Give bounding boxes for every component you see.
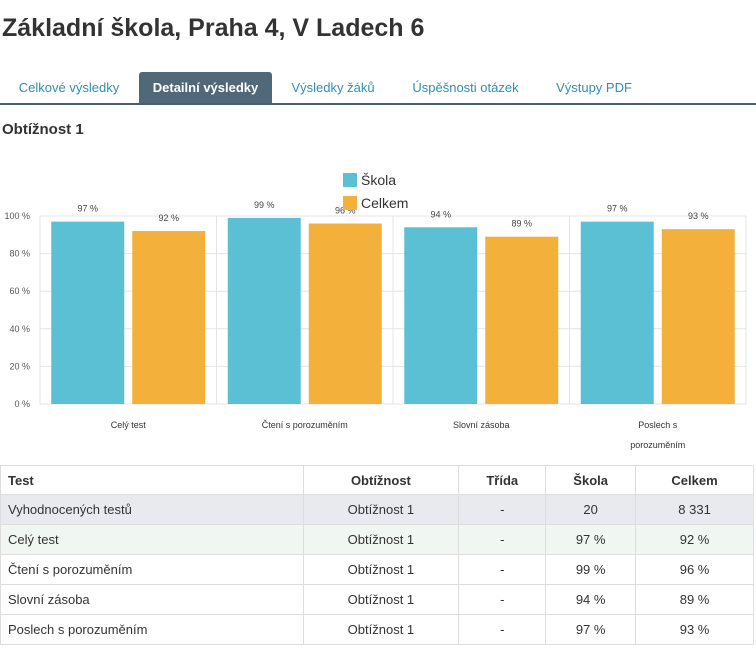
y-tick-label: 80 % [9,249,30,259]
table-row: Čtení s porozuměním Obtížnost 1 - 99 % 9… [0,554,754,585]
bar-value-label: 97 % [607,204,628,214]
cell-test: Slovní zásoba [0,584,304,615]
bar-celkem [308,223,382,404]
column-header-skola: Škola [545,465,637,495]
x-tick-label: Celý test [111,420,147,430]
tab-bar: Celkové výsledky Detailní výsledky Výsle… [0,72,756,105]
tab-uspesnosti-otazek[interactable]: Úspěšnosti otázek [412,80,519,95]
cell-trida: - [458,524,547,555]
cell-test: Celý test [0,524,304,555]
table-row: Slovní zásoba Obtížnost 1 - 94 % 89 % [0,584,754,615]
cell-test: Vyhodnocených testů [0,494,304,525]
cell-celkem: 92 % [635,524,754,555]
cell-skola: 94 % [545,584,637,615]
section-title: Obtížnost 1 [2,121,84,138]
table-row: Poslech s porozuměním Obtížnost 1 - 97 %… [0,614,754,645]
bar-value-label: 97 % [77,204,98,214]
bar-value-label: 89 % [511,219,532,229]
column-header-obtiznost: Obtížnost [302,465,460,495]
column-header-test: Test [0,465,304,495]
cell-trida: - [458,584,547,615]
cell-obtiznost: Obtížnost 1 [302,614,460,645]
tab-celkove-vysledky[interactable]: Celkové výsledky [18,80,120,95]
cell-trida: - [458,494,547,525]
results-table: Test Obtížnost Třída Škola Celkem Vyhodn… [0,465,754,645]
table-row: Vyhodnocených testů Obtížnost 1 - 20 8 3… [0,494,754,525]
bar-skola [227,217,301,404]
tab-vystupy-pdf[interactable]: Výstupy PDF [556,80,632,95]
cell-trida: - [458,614,547,645]
x-tick-label: porozuměním [630,440,685,450]
legend-label: Celkem [361,195,408,211]
cell-celkem: 96 % [635,554,754,585]
cell-celkem: 8 331 [635,494,754,525]
y-tick-label: 40 % [9,324,30,334]
table-row: Celý test Obtížnost 1 - 97 % 92 % [0,524,754,555]
bar-value-label: 96 % [335,206,356,216]
bar-celkem [485,236,559,404]
y-tick-label: 60 % [9,286,30,296]
tab-vysledky-zaku[interactable]: Výsledky žáků [291,80,375,95]
x-tick-label: Slovní zásoba [453,420,510,430]
column-header-celkem: Celkem [635,465,754,495]
column-header-trida: Třída [458,465,547,495]
page-title: Základní škola, Praha 4, V Ladech 6 [2,14,425,42]
bar-skola [404,227,478,404]
cell-obtiznost: Obtížnost 1 [302,554,460,585]
bar-value-label: 99 % [254,200,275,210]
bar-skola [580,221,654,404]
bar-celkem [132,231,206,404]
y-tick-label: 0 % [14,399,30,409]
bar-value-label: 93 % [688,211,709,221]
tab-detailni-vysledky[interactable]: Detailní výsledky [139,72,272,103]
cell-test: Poslech s porozuměním [0,614,304,645]
y-tick-label: 20 % [9,361,30,371]
cell-skola: 97 % [545,614,637,645]
table-header-row: Test Obtížnost Třída Škola Celkem [0,465,754,495]
cell-celkem: 93 % [635,614,754,645]
cell-obtiznost: Obtížnost 1 [302,584,460,615]
cell-obtiznost: Obtížnost 1 [302,524,460,555]
bar-skola [51,221,125,404]
cell-celkem: 89 % [635,584,754,615]
legend-label: Škola [361,172,396,188]
cell-obtiznost: Obtížnost 1 [302,494,460,525]
cell-test: Čtení s porozuměním [0,554,304,585]
cell-skola: 99 % [545,554,637,585]
bar-value-label: 92 % [158,213,179,223]
y-tick-label: 100 % [4,211,30,221]
bar-value-label: 94 % [430,209,451,219]
x-tick-label: Čtení s porozuměním [262,420,348,430]
bar-celkem [661,229,735,404]
results-bar-chart: 0 % 20 % 40 % 60 % 80 % 100 % 97 % 92 % Celý tes… [4,172,747,450]
cell-skola: 97 % [545,524,637,555]
x-tick-label: Poslech s [638,420,678,430]
cell-skola: 20 [545,494,637,525]
legend-swatch-skola [343,173,357,187]
cell-trida: - [458,554,547,585]
legend-swatch-celkem [343,196,357,210]
